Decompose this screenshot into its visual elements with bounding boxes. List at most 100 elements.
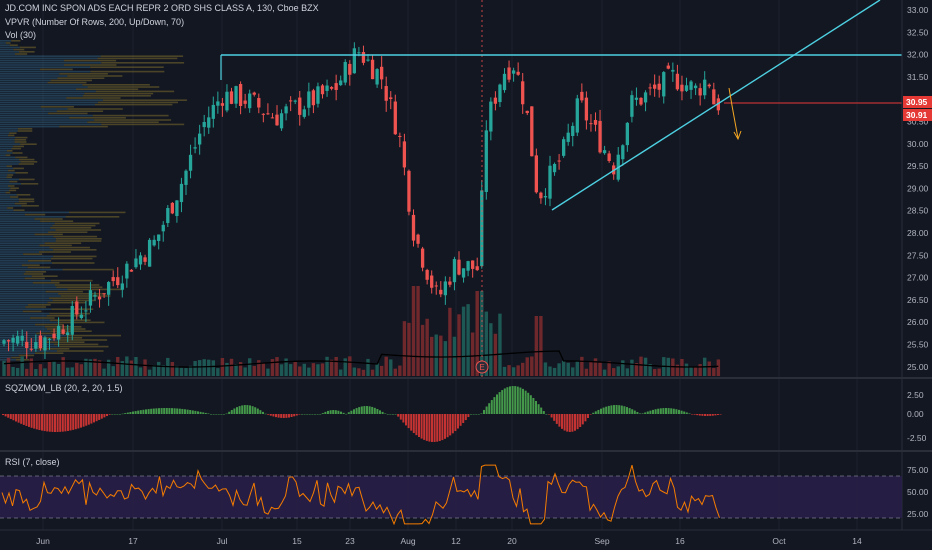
vp-row-down — [56, 350, 104, 352]
sqz-bar — [602, 407, 605, 414]
sqz-bar — [217, 414, 220, 415]
candle-body — [348, 63, 352, 75]
volume-bar — [498, 313, 502, 376]
volume-bar — [20, 356, 24, 376]
candle-body — [88, 290, 93, 306]
sqz-bar — [425, 414, 428, 441]
sqz-bar — [633, 410, 636, 414]
vp-row-down — [54, 343, 99, 346]
candle-body — [11, 337, 15, 343]
sqz-bar — [254, 407, 257, 414]
vp-row-down — [52, 224, 96, 227]
time-label: 16 — [675, 536, 685, 546]
vp-row-up — [0, 183, 22, 185]
sqz-tick-2: 0.00 — [907, 409, 924, 419]
price-tick: 30.50 — [907, 117, 929, 127]
volume-bar — [689, 366, 693, 376]
vp-row-down — [50, 79, 92, 82]
vp-row-up — [0, 207, 8, 209]
candle-body — [602, 150, 607, 154]
volume-bar — [712, 368, 716, 376]
vpvr-legend[interactable]: VPVR (Number Of Rows, 200, Up/Down, 70) — [5, 17, 185, 27]
volume-bar — [593, 358, 598, 376]
sqz-bar — [561, 414, 563, 429]
vp-row-down — [52, 299, 96, 302]
vp-row-up — [0, 209, 14, 211]
time-axis[interactable]: Jun 17 Jul 15 23 Aug 12 20 Sep 16 Oct 14 — [36, 536, 862, 546]
candle-body — [316, 86, 320, 104]
sqz-bar — [145, 409, 147, 414]
vp-row-up — [0, 297, 49, 299]
vp-row-up — [0, 277, 25, 280]
volume-bar — [220, 358, 225, 376]
sqz-bar — [389, 414, 392, 415]
sqz-bar — [698, 414, 701, 416]
sqz-bar — [646, 411, 649, 414]
volume-bar — [325, 356, 329, 376]
vp-row-up — [0, 222, 55, 225]
volume-bar — [25, 368, 29, 376]
sqz-bar — [282, 414, 285, 418]
sqz-bar — [688, 413, 691, 414]
candle-body — [198, 133, 202, 145]
candle-body — [289, 100, 293, 102]
candle-body — [311, 90, 316, 106]
candle-body — [243, 100, 247, 104]
vp-row-down — [67, 288, 123, 291]
vp-row-up — [0, 348, 39, 350]
sqz-bar — [428, 414, 431, 442]
vp-row-up — [0, 308, 52, 310]
candle-body — [416, 234, 420, 244]
candle-body — [439, 289, 443, 295]
sqz-bar — [225, 413, 228, 415]
vp-row-down — [55, 240, 102, 242]
sqz-bar — [275, 414, 277, 418]
candle-body — [639, 97, 643, 105]
vp-row-down — [5, 42, 11, 44]
rsi-legend[interactable]: RSI (7, close) — [5, 457, 60, 467]
volume-bar — [29, 358, 33, 376]
vp-row-down — [92, 114, 169, 117]
volume-legend[interactable]: Vol (30) — [5, 30, 37, 40]
sqz-bar — [516, 386, 519, 414]
vp-row-up — [0, 306, 26, 308]
vp-row-up — [0, 321, 58, 324]
volume-bar — [339, 369, 343, 376]
vp-row-up — [0, 231, 49, 233]
vp-row-up — [0, 326, 45, 328]
volume-bar — [70, 367, 74, 376]
price-tick: 26.00 — [907, 317, 929, 327]
volume-bar — [38, 364, 43, 376]
vp-row-up — [0, 112, 49, 115]
vp-row-up — [0, 194, 17, 196]
volume-bar — [93, 358, 97, 376]
volume-bar — [707, 361, 711, 376]
sqz-bar — [233, 408, 236, 414]
earnings-badge[interactable] — [475, 360, 489, 374]
sqz-bar — [272, 414, 275, 417]
vp-row-down — [7, 174, 14, 176]
sqz-bar — [524, 390, 527, 414]
symbol-title[interactable]: JD.COM INC SPON ADS EACH REPR 2 ORD SHS … — [5, 3, 319, 13]
sqz-bar — [511, 386, 514, 414]
price-axis[interactable]: 33.0032.5032.0031.5031.0030.5030.0029.50… — [907, 5, 929, 372]
volume-bar — [229, 358, 234, 376]
vp-row-up — [0, 125, 60, 128]
vp-row-up — [0, 81, 48, 84]
sqz-bar — [74, 414, 77, 430]
vp-row-down — [87, 121, 159, 123]
candle-body — [398, 135, 402, 137]
sqz-bar — [433, 414, 436, 442]
vp-row-up — [0, 42, 6, 44]
vp-row-up — [0, 88, 76, 90]
candle-body — [225, 91, 229, 111]
sqz-bar — [160, 408, 163, 414]
vp-row-up — [0, 99, 103, 101]
sqz-bar — [592, 412, 595, 414]
vp-row-down — [47, 301, 87, 304]
sqz-bar — [584, 414, 587, 422]
vp-row-up — [0, 200, 19, 203]
vp-row-up — [0, 103, 95, 106]
sqzmom-legend[interactable]: SQZMOM_LB (20, 2, 20, 1.5) — [5, 383, 123, 393]
